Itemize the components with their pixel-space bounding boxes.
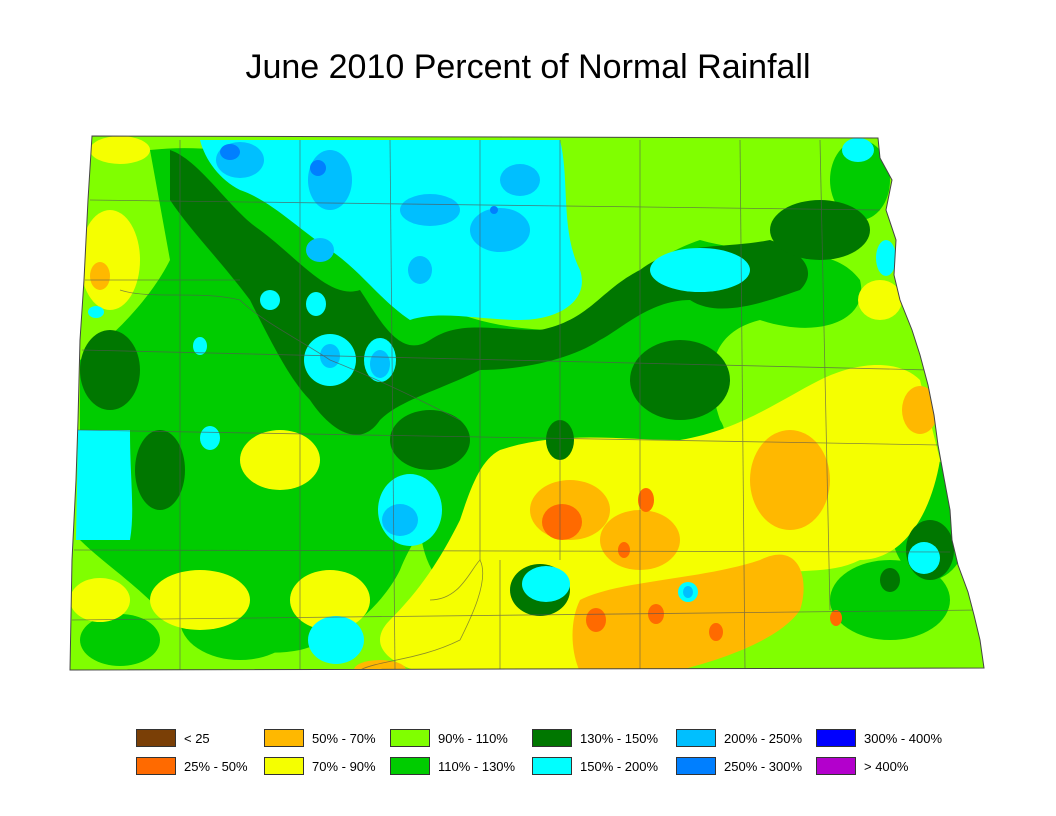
zone-250-300-group — [220, 144, 498, 214]
rainfall-zones — [70, 136, 984, 670]
map-title: June 2010 Percent of Normal Rainfall — [245, 48, 811, 86]
river-line — [359, 559, 484, 670]
county-lines — [71, 139, 981, 670]
state-outline — [69, 135, 985, 671]
